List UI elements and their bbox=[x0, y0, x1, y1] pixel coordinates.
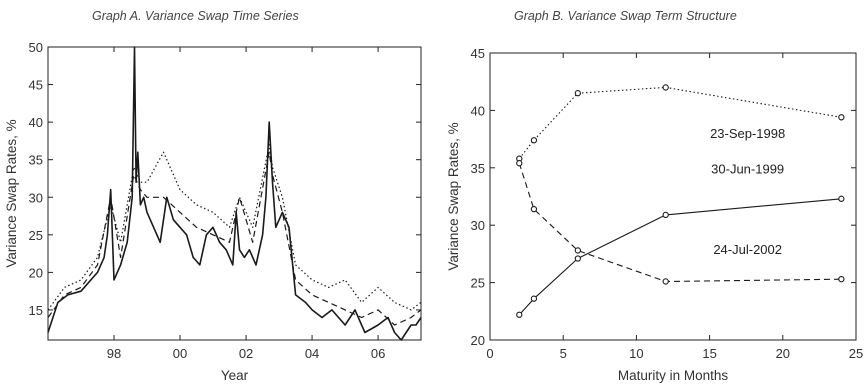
series-line-0-1 bbox=[47, 151, 422, 326]
data-point-1-2-3 bbox=[662, 278, 669, 285]
y-tick-label-1-5: 45 bbox=[471, 46, 485, 61]
graph-a-title: Graph A. Variance Swap Time Series bbox=[92, 9, 299, 23]
data-point-1-1-2 bbox=[574, 255, 581, 262]
x-tick-label-0-0: 98 bbox=[107, 346, 121, 361]
data-point-1-0-4 bbox=[838, 114, 845, 121]
data-point-1-2-0 bbox=[516, 160, 523, 167]
y-tick-label-0-7: 50 bbox=[29, 40, 43, 55]
y-tick-label-0-3: 30 bbox=[29, 190, 43, 205]
series-line-1-0 bbox=[518, 86, 842, 159]
y-tick-label-0-6: 45 bbox=[29, 78, 43, 93]
y-tick-label-0-1: 20 bbox=[29, 265, 43, 280]
series-line-1-1 bbox=[518, 198, 842, 316]
data-point-1-1-1 bbox=[530, 295, 538, 302]
data-point-1-0-2 bbox=[574, 90, 581, 97]
x-axis-label-0: Year bbox=[221, 368, 249, 383]
plot-1 bbox=[489, 52, 857, 341]
x-tick-label-1-2: 10 bbox=[629, 346, 643, 361]
y-tick-label-1-3: 35 bbox=[471, 161, 485, 176]
data-point-1-0-3 bbox=[662, 84, 669, 91]
y-tick-label-0-5: 40 bbox=[29, 115, 43, 130]
y-tick-label-0-0: 15 bbox=[29, 303, 43, 318]
plot-0 bbox=[47, 46, 422, 341]
data-point-1-1-3 bbox=[662, 211, 669, 219]
x-tick-label-1-4: 20 bbox=[776, 346, 790, 361]
x-tick-label-0-3: 04 bbox=[305, 346, 319, 361]
series-line-0-2 bbox=[47, 144, 422, 311]
series-label-2: 24-Jul-2002 bbox=[713, 242, 782, 257]
y-tick-label-0-2: 25 bbox=[29, 228, 43, 243]
series-label-1: 30-Jun-1999 bbox=[711, 162, 784, 177]
plot-frame-0 bbox=[47, 46, 422, 341]
x-tick-label-1-5: 25 bbox=[849, 346, 863, 361]
x-tick-label-1-0: 0 bbox=[486, 346, 493, 361]
x-tick-label-1-1: 5 bbox=[560, 346, 567, 361]
series-line-1-2 bbox=[518, 163, 842, 283]
y-tick-label-1-4: 40 bbox=[471, 103, 485, 118]
x-tick-label-0-1: 00 bbox=[173, 346, 187, 361]
data-point-1-1-0 bbox=[516, 311, 523, 318]
series-label-0: 23-Sep-1998 bbox=[710, 126, 785, 141]
y-tick-label-1-2: 30 bbox=[471, 218, 485, 233]
data-point-1-2-4 bbox=[838, 276, 845, 283]
plot-frame-1 bbox=[489, 52, 857, 341]
y-tick-label-1-1: 25 bbox=[471, 276, 485, 291]
y-tick-label-1-0: 20 bbox=[471, 333, 485, 348]
data-point-1-1-4 bbox=[838, 195, 845, 202]
graph-b-title: Graph B. Variance Swap Term Structure bbox=[514, 9, 737, 23]
data-point-1-0-1 bbox=[530, 137, 538, 144]
y-axis-label-1: Variance Swap Rates, % bbox=[446, 122, 461, 270]
y-axis-label-0: Variance Swap Rates, % bbox=[4, 119, 19, 267]
y-tick-label-0-4: 35 bbox=[29, 153, 43, 168]
data-point-1-2-1 bbox=[530, 205, 538, 213]
x-tick-label-0-4: 06 bbox=[371, 346, 385, 361]
series-line-0-0 bbox=[47, 46, 422, 341]
x-tick-label-0-2: 02 bbox=[239, 346, 253, 361]
x-tick-label-1-3: 15 bbox=[702, 346, 716, 361]
data-point-1-2-2 bbox=[574, 247, 581, 254]
x-axis-label-1: Maturity in Months bbox=[618, 368, 729, 383]
